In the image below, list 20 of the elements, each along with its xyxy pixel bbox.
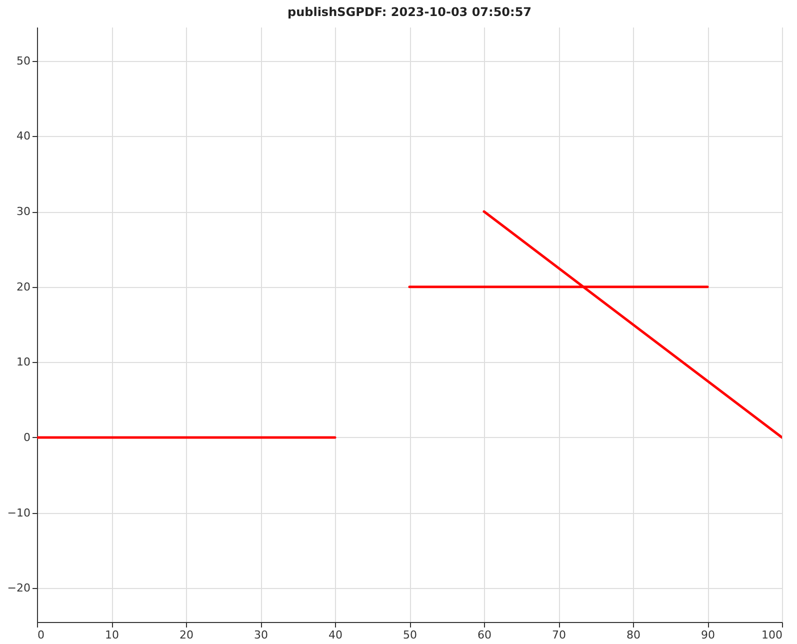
x-tick-label: 30 <box>254 628 268 642</box>
y-tick-label: −10 <box>7 506 30 520</box>
x-tick-label: 40 <box>328 628 342 642</box>
x-tick-label: 50 <box>403 628 417 642</box>
y-tick-label: −20 <box>7 582 30 595</box>
x-tick-label: 80 <box>626 628 640 642</box>
y-tick-label: 30 <box>16 205 30 218</box>
x-tick-label: 20 <box>180 628 194 642</box>
x-tick-label: 10 <box>105 628 119 642</box>
y-tick-label: 50 <box>16 54 30 68</box>
y-tick-label: 10 <box>16 356 30 369</box>
y-tick-label: 40 <box>16 130 30 143</box>
x-tick-label: 100 <box>762 628 782 642</box>
x-tick-label: 90 <box>701 628 715 642</box>
y-tick-label: 0 <box>24 430 30 444</box>
x-tick-label: 70 <box>552 628 566 642</box>
chart-title: publishSGPDF: 2023-10-03 07:50:57 <box>287 5 532 19</box>
x-tick-label: 0 <box>38 628 44 642</box>
x-tick-label: 60 <box>478 628 492 642</box>
y-tick-label: 20 <box>16 280 30 294</box>
